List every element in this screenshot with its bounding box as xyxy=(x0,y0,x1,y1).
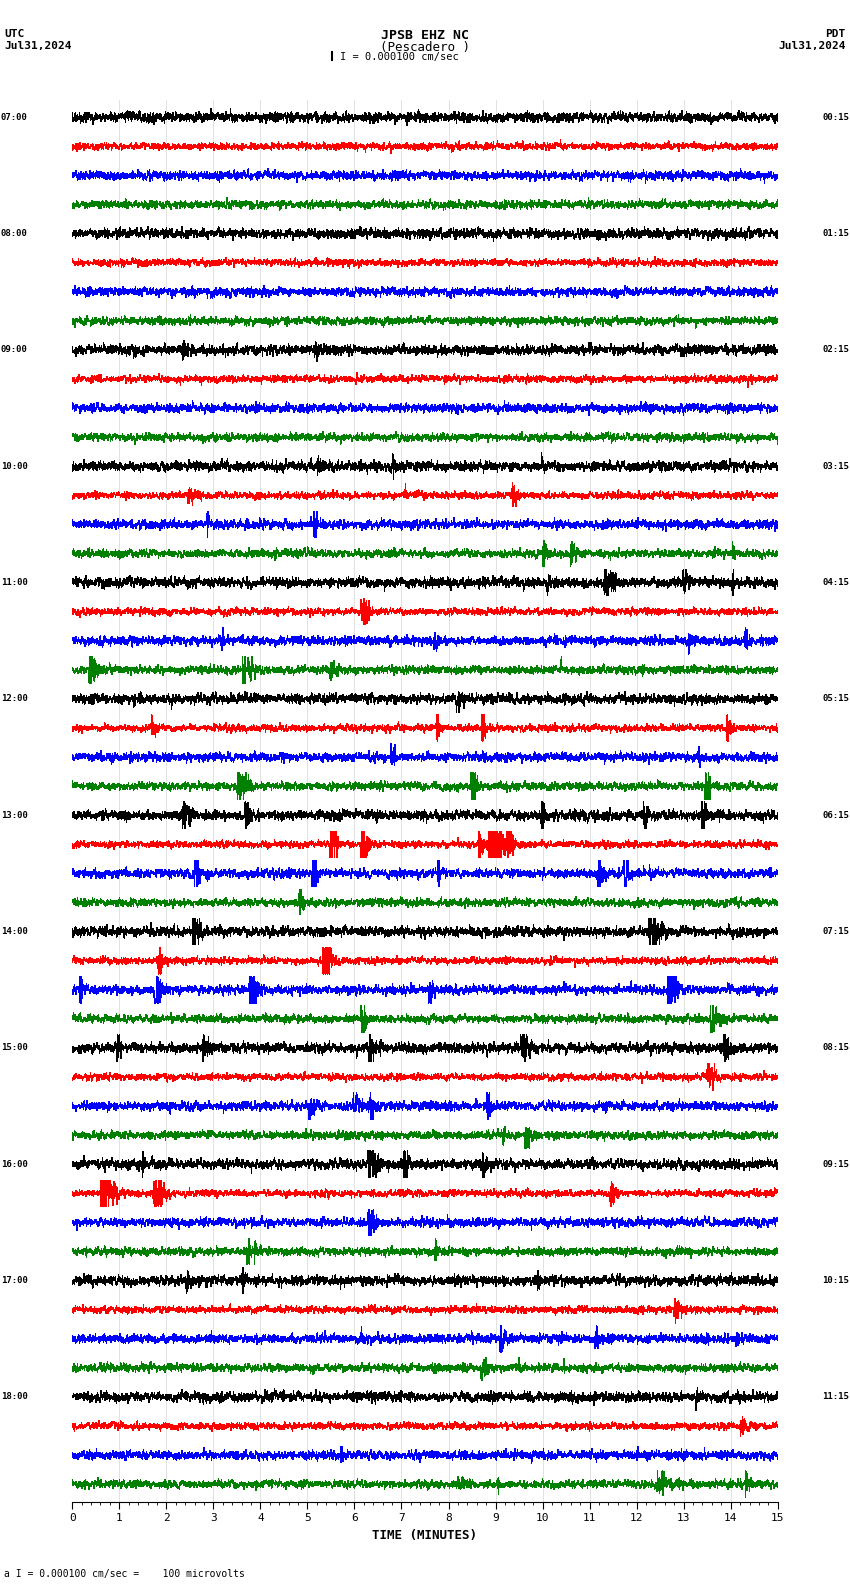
Text: 12:00: 12:00 xyxy=(1,694,28,703)
X-axis label: TIME (MINUTES): TIME (MINUTES) xyxy=(372,1529,478,1541)
Text: UTC: UTC xyxy=(4,29,25,38)
Text: 17:00: 17:00 xyxy=(1,1277,28,1285)
Text: JPSB EHZ NC: JPSB EHZ NC xyxy=(381,29,469,41)
Text: 08:15: 08:15 xyxy=(822,1044,849,1052)
Text: 11:15: 11:15 xyxy=(822,1392,849,1402)
Text: 11:00: 11:00 xyxy=(1,578,28,588)
Text: 01:15: 01:15 xyxy=(822,230,849,238)
Text: 00:15: 00:15 xyxy=(822,112,849,122)
Text: 05:15: 05:15 xyxy=(822,694,849,703)
Text: 10:00: 10:00 xyxy=(1,463,28,470)
Text: 09:15: 09:15 xyxy=(822,1159,849,1169)
Text: 13:00: 13:00 xyxy=(1,811,28,821)
Text: 03:15: 03:15 xyxy=(822,463,849,470)
Text: Jul31,2024: Jul31,2024 xyxy=(4,41,71,51)
Text: (Pescadero ): (Pescadero ) xyxy=(380,41,470,54)
Text: 09:00: 09:00 xyxy=(1,345,28,355)
Text: 07:00: 07:00 xyxy=(1,112,28,122)
Text: 07:15: 07:15 xyxy=(822,927,849,936)
Text: 18:00: 18:00 xyxy=(1,1392,28,1402)
Text: 04:15: 04:15 xyxy=(822,578,849,588)
Text: 15:00: 15:00 xyxy=(1,1044,28,1052)
Text: 16:00: 16:00 xyxy=(1,1159,28,1169)
Text: 14:00: 14:00 xyxy=(1,927,28,936)
Text: I = 0.000100 cm/sec: I = 0.000100 cm/sec xyxy=(340,52,459,62)
Text: Jul31,2024: Jul31,2024 xyxy=(779,41,846,51)
Text: a I = 0.000100 cm/sec =    100 microvolts: a I = 0.000100 cm/sec = 100 microvolts xyxy=(4,1570,245,1579)
Text: 02:15: 02:15 xyxy=(822,345,849,355)
Text: 06:15: 06:15 xyxy=(822,811,849,821)
Text: PDT: PDT xyxy=(825,29,846,38)
Text: 10:15: 10:15 xyxy=(822,1277,849,1285)
Text: 08:00: 08:00 xyxy=(1,230,28,238)
